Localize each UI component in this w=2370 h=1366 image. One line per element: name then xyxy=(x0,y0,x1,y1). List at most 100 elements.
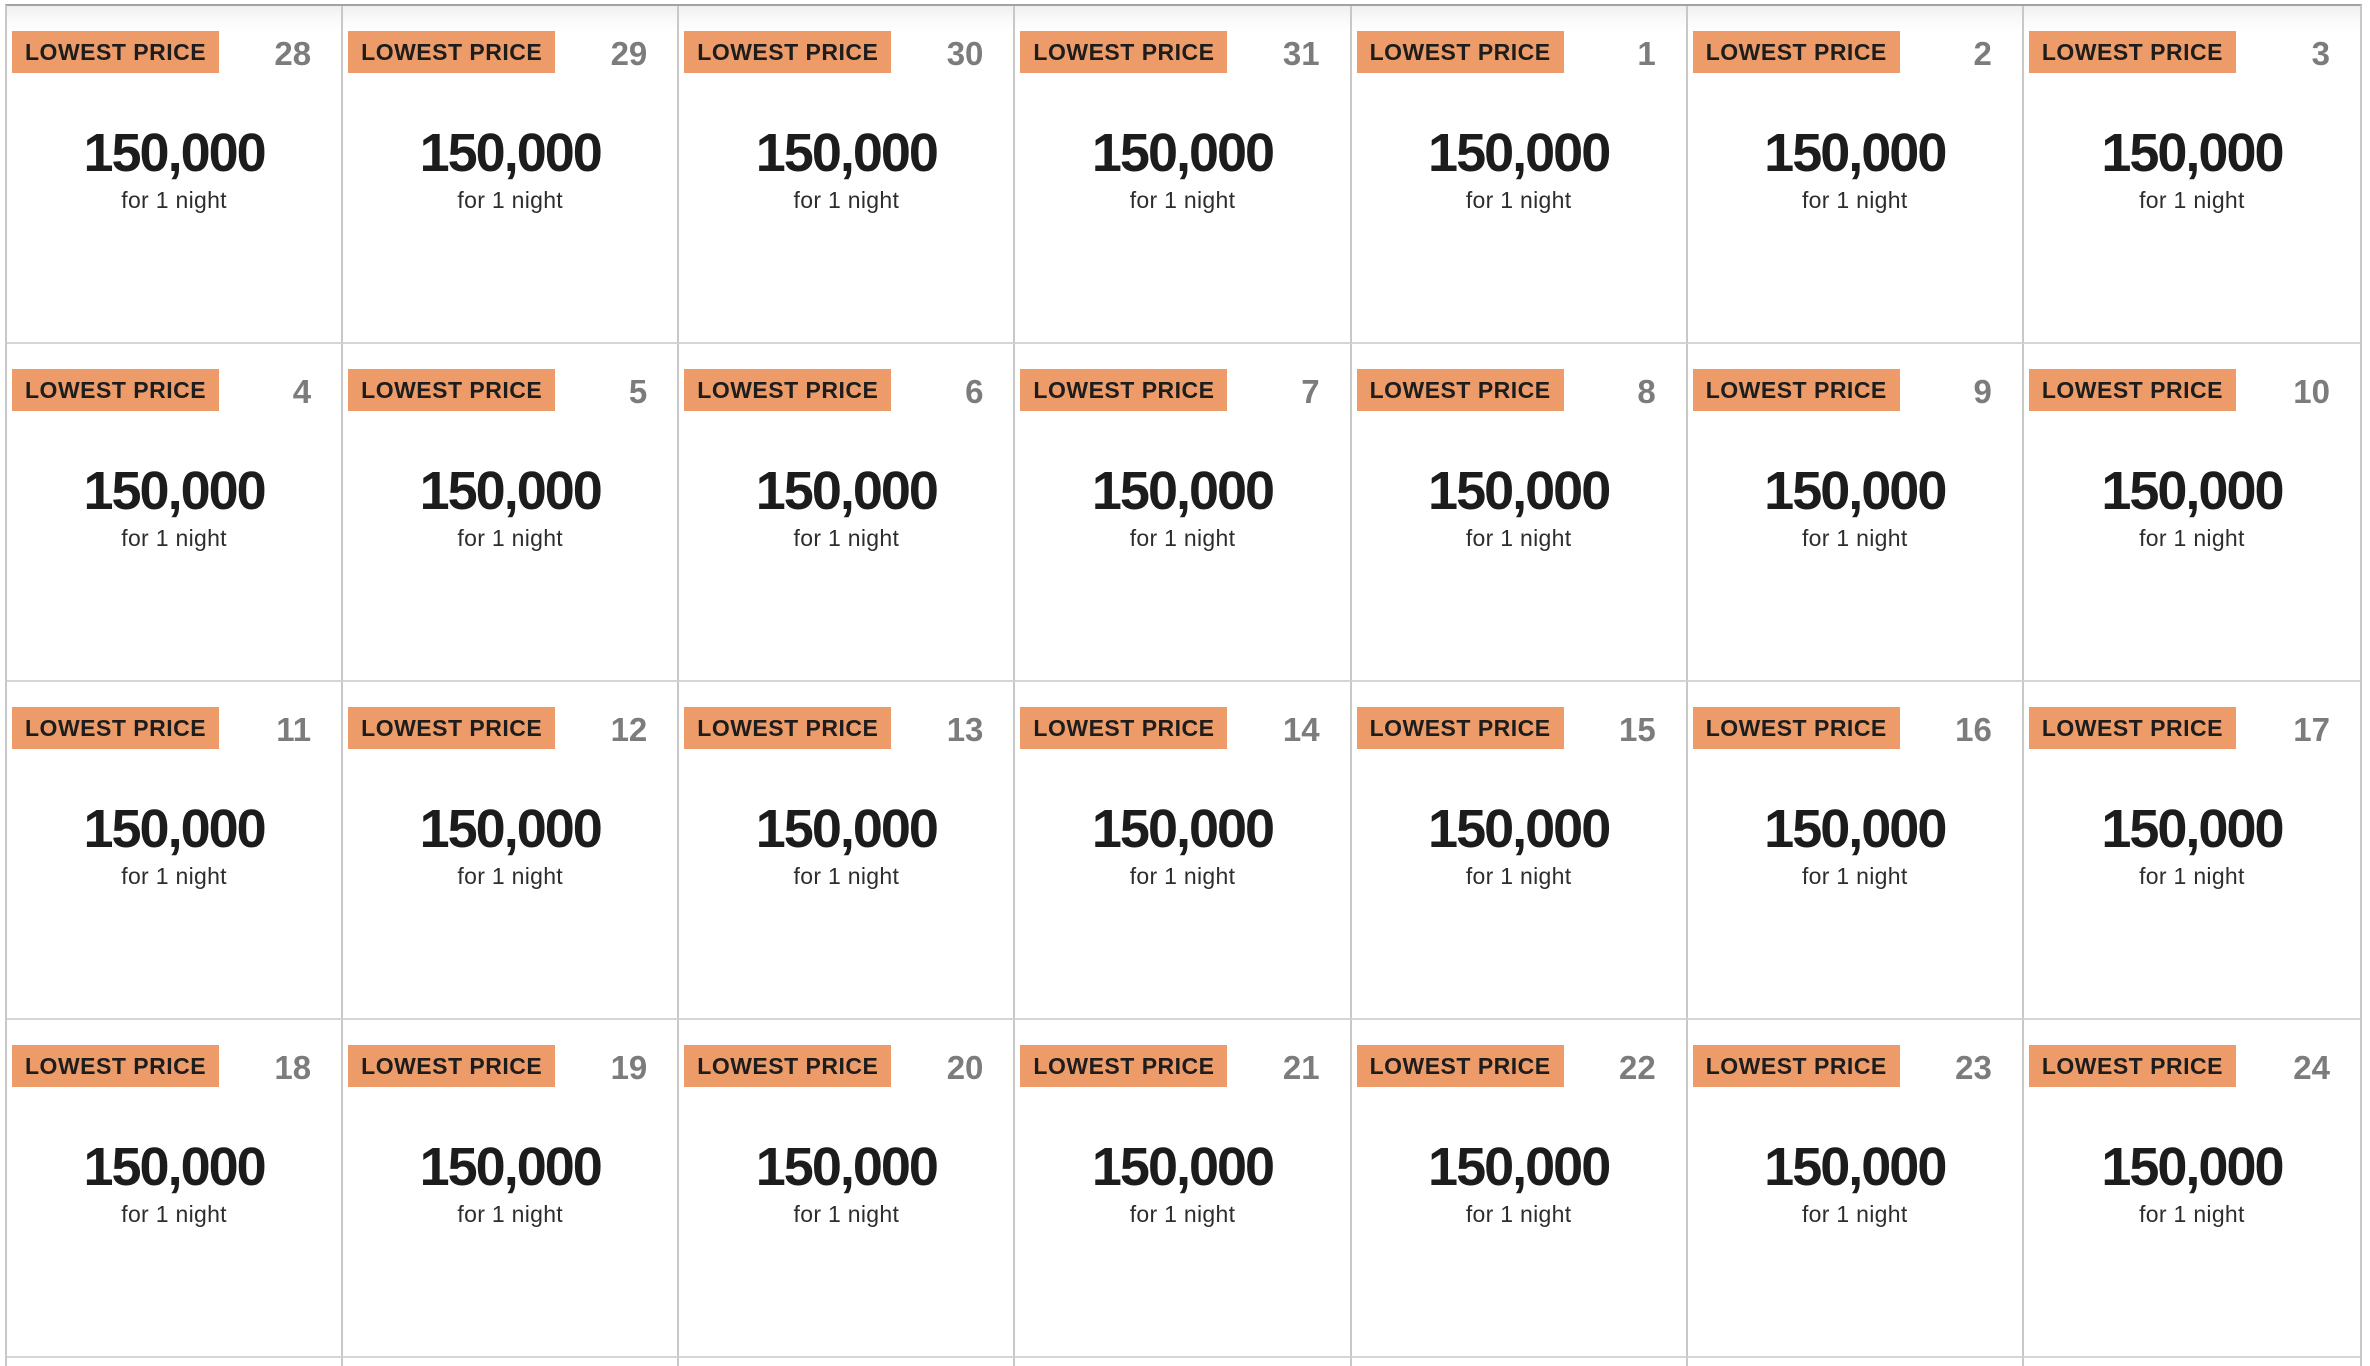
price-block: 150,000 for 1 night xyxy=(7,6,341,212)
lowest-price-badge: LOWEST PRICE xyxy=(1020,369,1228,411)
day-cell[interactable]: LOWEST PRICE 13 150,000 for 1 night xyxy=(679,682,1016,1020)
lowest-price-badge: LOWEST PRICE xyxy=(1356,31,1564,73)
price-label: 150,000 xyxy=(1764,123,1947,183)
lowest-price-badge: LOWEST PRICE xyxy=(2028,31,2236,73)
price-caption: for 1 night xyxy=(457,187,563,213)
day-number: 13 xyxy=(946,711,984,748)
price-block: 150,000 for 1 night xyxy=(1015,6,1349,212)
price-caption: for 1 night xyxy=(1129,525,1236,551)
price-block: 150,000 for 1 night xyxy=(679,1020,1013,1226)
price-label: 150,000 xyxy=(1764,799,1947,859)
price-block: 150,000 for 1 night xyxy=(1688,6,2022,212)
day-cell[interactable]: LOWEST PRICE 21 150,000 for 1 night xyxy=(1015,1020,1352,1358)
day-number: 5 xyxy=(628,373,648,410)
price-caption: for 1 night xyxy=(1465,863,1572,889)
price-label: 150,000 xyxy=(419,799,603,859)
day-cell[interactable]: LOWEST PRICE 18 150,000 for 1 night xyxy=(7,1020,344,1358)
price-label: 150,000 xyxy=(1091,461,1275,521)
day-cell[interactable]: LOWEST PRICE 16 150,000 for 1 night xyxy=(1687,682,2024,1020)
price-label: 150,000 xyxy=(1428,123,1611,183)
lowest-price-badge: LOWEST PRICE xyxy=(12,1045,220,1087)
day-cell[interactable] xyxy=(679,1358,1016,1366)
lowest-price-badge: LOWEST PRICE xyxy=(348,369,556,411)
price-block: 150,000 for 1 night xyxy=(343,6,677,212)
day-number: 10 xyxy=(2293,373,2330,410)
day-cell[interactable]: LOWEST PRICE 11 150,000 for 1 night xyxy=(7,682,344,1020)
day-cell[interactable]: LOWEST PRICE 31 150,000 for 1 night xyxy=(1015,6,1352,344)
price-block: 150,000 for 1 night xyxy=(2024,6,2360,212)
lowest-price-badge: LOWEST PRICE xyxy=(1692,31,1900,73)
calendar-grid: LOWEST PRICE 28 150,000 for 1 night LOWEST P… xyxy=(5,4,2362,1366)
price-block: 150,000 for 1 night xyxy=(1015,344,1349,550)
day-cell[interactable] xyxy=(1015,1358,1352,1366)
day-number: 7 xyxy=(1301,373,1320,410)
day-cell[interactable]: LOWEST PRICE 23 150,000 for 1 night xyxy=(1687,1020,2024,1358)
price-label: 150,000 xyxy=(1428,461,1611,521)
price-block: 150,000 for 1 night xyxy=(1352,344,1686,550)
price-caption: for 1 night xyxy=(457,1201,563,1227)
day-cell[interactable]: LOWEST PRICE 10 150,000 for 1 night xyxy=(2023,344,2360,682)
day-cell[interactable]: LOWEST PRICE 14 150,000 for 1 night xyxy=(1015,682,1352,1020)
day-cell[interactable]: LOWEST PRICE 28 150,000 for 1 night xyxy=(7,6,344,344)
day-cell[interactable]: LOWEST PRICE 17 150,000 for 1 night xyxy=(2023,682,2360,1020)
price-caption: for 1 night xyxy=(2139,1201,2245,1227)
lowest-price-badge: LOWEST PRICE xyxy=(2028,707,2236,749)
price-caption: for 1 night xyxy=(121,1201,227,1227)
price-block: 150,000 for 1 night xyxy=(343,1020,677,1226)
day-cell[interactable] xyxy=(1687,1358,2024,1366)
lowest-price-badge: LOWEST PRICE xyxy=(1356,1045,1564,1087)
price-caption: for 1 night xyxy=(121,187,227,213)
day-cell[interactable]: LOWEST PRICE 24 150,000 for 1 night xyxy=(2023,1020,2360,1358)
day-cell[interactable]: LOWEST PRICE 1 150,000 for 1 night xyxy=(1351,6,1688,344)
day-cell[interactable] xyxy=(1351,1358,1688,1366)
day-number: 9 xyxy=(1973,373,1992,410)
price-caption: for 1 night xyxy=(2139,525,2245,551)
price-label: 150,000 xyxy=(419,123,603,183)
day-cell[interactable]: LOWEST PRICE 6 150,000 for 1 night xyxy=(679,344,1016,682)
day-cell[interactable]: LOWEST PRICE 15 150,000 for 1 night xyxy=(1351,682,1688,1020)
day-cell[interactable] xyxy=(343,1358,680,1366)
day-cell[interactable]: LOWEST PRICE 8 150,000 for 1 night xyxy=(1351,344,1688,682)
price-caption: for 1 night xyxy=(1129,187,1236,213)
day-number: 8 xyxy=(1637,373,1656,410)
day-cell[interactable] xyxy=(2023,1358,2360,1366)
price-caption: for 1 night xyxy=(793,187,900,213)
price-block: 150,000 for 1 night xyxy=(1688,344,2022,550)
day-cell[interactable]: LOWEST PRICE 22 150,000 for 1 night xyxy=(1351,1020,1688,1358)
day-cell[interactable]: LOWEST PRICE 7 150,000 for 1 night xyxy=(1015,344,1352,682)
day-number: 14 xyxy=(1282,711,1320,748)
price-caption: for 1 night xyxy=(1129,1201,1236,1227)
day-cell[interactable]: LOWEST PRICE 5 150,000 for 1 night xyxy=(343,344,680,682)
day-cell[interactable]: LOWEST PRICE 9 150,000 for 1 night xyxy=(1687,344,2024,682)
price-label: 150,000 xyxy=(1091,123,1275,183)
lowest-price-badge: LOWEST PRICE xyxy=(12,31,220,73)
day-number: 21 xyxy=(1282,1049,1320,1086)
day-cell[interactable]: LOWEST PRICE 4 150,000 for 1 night xyxy=(7,344,344,682)
price-caption: for 1 night xyxy=(1465,1201,1572,1227)
day-cell[interactable]: LOWEST PRICE 29 150,000 for 1 night xyxy=(343,6,680,344)
price-label: 150,000 xyxy=(83,123,266,183)
lowest-price-badge: LOWEST PRICE xyxy=(684,369,892,411)
price-caption: for 1 night xyxy=(1801,187,1908,213)
day-cell[interactable]: LOWEST PRICE 3 150,000 for 1 night xyxy=(2023,6,2360,344)
price-label: 150,000 xyxy=(755,1137,939,1197)
day-cell[interactable] xyxy=(7,1358,344,1366)
lowest-price-badge: LOWEST PRICE xyxy=(1020,707,1228,749)
price-label: 150,000 xyxy=(1428,799,1611,859)
price-block: 150,000 for 1 night xyxy=(679,344,1013,550)
day-cell[interactable]: LOWEST PRICE 30 150,000 for 1 night xyxy=(679,6,1016,344)
day-cell[interactable]: LOWEST PRICE 20 150,000 for 1 night xyxy=(679,1020,1016,1358)
price-caption: for 1 night xyxy=(793,863,900,889)
lowest-price-badge: LOWEST PRICE xyxy=(348,1045,556,1087)
lowest-price-badge: LOWEST PRICE xyxy=(1692,707,1900,749)
price-caption: for 1 night xyxy=(1465,525,1572,551)
price-caption: for 1 night xyxy=(1801,525,1908,551)
lowest-price-badge: LOWEST PRICE xyxy=(684,31,892,73)
day-cell[interactable]: LOWEST PRICE 12 150,000 for 1 night xyxy=(343,682,680,1020)
day-number: 2 xyxy=(1973,35,1992,72)
day-cell[interactable]: LOWEST PRICE 19 150,000 for 1 night xyxy=(343,1020,680,1358)
day-number: 4 xyxy=(292,373,312,410)
day-cell[interactable]: LOWEST PRICE 2 150,000 for 1 night xyxy=(1687,6,2024,344)
price-label: 150,000 xyxy=(1428,1137,1611,1197)
price-caption: for 1 night xyxy=(793,1201,900,1227)
